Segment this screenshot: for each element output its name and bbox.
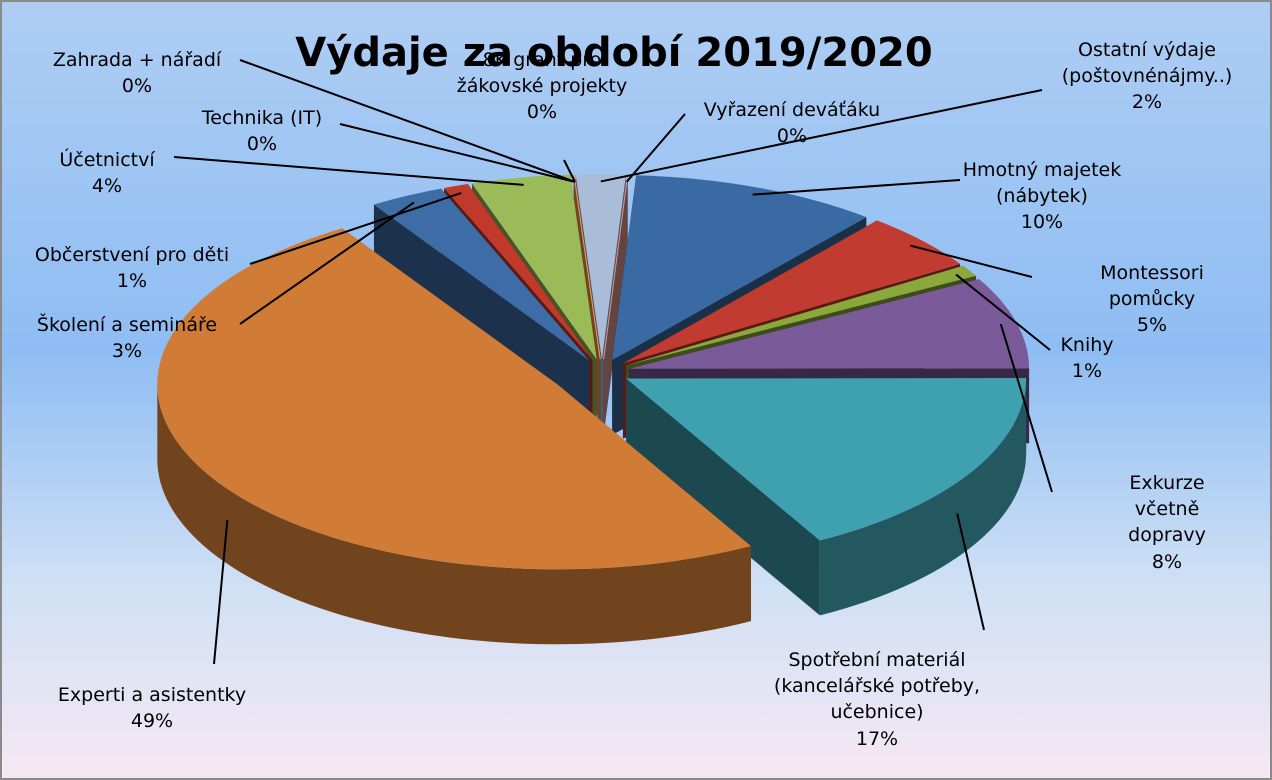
slice-label: Vyřazení deváťáku 0% bbox=[704, 97, 880, 149]
slice-label: Montessori pomůcky 5% bbox=[1093, 260, 1211, 339]
value-label: 49% bbox=[130, 710, 174, 733]
category-label: Experti a asistentky bbox=[57, 684, 247, 706]
leader-line bbox=[625, 113, 686, 183]
leader-line bbox=[213, 520, 229, 665]
value-label: 2% bbox=[1131, 91, 1163, 114]
slice-label: Technika (IT) 0% bbox=[202, 105, 322, 157]
leader-line bbox=[910, 244, 1033, 278]
value-label: 5% bbox=[1136, 314, 1168, 337]
leader-line bbox=[239, 59, 576, 183]
slice bbox=[575, 174, 626, 360]
chart-title: Výdaje za období 2019/2020 bbox=[295, 30, 933, 76]
slice bbox=[444, 184, 593, 360]
slice-wall bbox=[819, 378, 1027, 616]
leader-line bbox=[752, 179, 961, 196]
leader-line bbox=[955, 273, 1051, 351]
slice-label: Občerstvení pro děti 1% bbox=[35, 242, 229, 294]
leader-line bbox=[956, 513, 985, 631]
slice bbox=[157, 228, 752, 570]
slice bbox=[629, 279, 1030, 369]
slice bbox=[612, 175, 867, 360]
value-label: 0% bbox=[246, 133, 278, 156]
leader-line bbox=[563, 159, 576, 183]
slice bbox=[622, 220, 961, 364]
slice bbox=[626, 265, 977, 366]
category-label: Ostatní výdaje (poštovnénájmy..) bbox=[1061, 39, 1233, 88]
slice bbox=[373, 188, 590, 361]
category-label: Montessori pomůcky bbox=[1100, 262, 1204, 311]
slice-label: Spotřební materiál (kancelářské potřeby,… bbox=[774, 647, 980, 752]
leader-line bbox=[999, 323, 1053, 493]
leader-line bbox=[600, 89, 1043, 183]
leader-line bbox=[173, 156, 524, 186]
slice-label: Účetnictví 4% bbox=[59, 147, 154, 199]
category-label: Hmotný majetek (nábytek) bbox=[962, 159, 1122, 208]
category-label: Účetnictví bbox=[59, 149, 155, 171]
leader-line bbox=[249, 191, 462, 265]
value-label: 0% bbox=[121, 75, 153, 98]
slice bbox=[471, 174, 597, 360]
category-label: Občerstvení pro děti bbox=[34, 244, 230, 266]
slice-label: Knihy 1% bbox=[1060, 332, 1113, 384]
slice bbox=[603, 174, 629, 360]
slice-label: 8K grant pro žákovské projekty 0% bbox=[457, 47, 628, 126]
slice-label: Školení a semináře 3% bbox=[37, 312, 217, 364]
slice bbox=[626, 378, 1027, 541]
slice-side bbox=[603, 174, 628, 435]
slice-label: Exkurze včetně dopravy 8% bbox=[1116, 470, 1219, 575]
category-label: Zahrada + nářadí bbox=[52, 49, 222, 71]
leader-line bbox=[339, 123, 576, 183]
slice-label: Experti a asistentky 49% bbox=[58, 682, 246, 734]
category-label: Exkurze včetně dopravy bbox=[1128, 472, 1206, 547]
value-label: 4% bbox=[91, 175, 123, 198]
slice-label: Hmotný majetek (nábytek) 10% bbox=[963, 157, 1121, 236]
value-label: 17% bbox=[855, 727, 899, 750]
value-label: 1% bbox=[116, 270, 148, 293]
category-label: Vyřazení deváťáku bbox=[703, 99, 881, 121]
category-label: Spotřební materiál (kancelářské potřeby,… bbox=[773, 649, 981, 724]
category-label: Knihy bbox=[1060, 334, 1114, 356]
slice-label: Zahrada + nářadí 0% bbox=[53, 47, 221, 99]
slice-wall bbox=[157, 384, 752, 645]
value-label: 1% bbox=[1071, 360, 1103, 383]
slice-side bbox=[626, 378, 820, 616]
category-label: Školení a semináře bbox=[36, 314, 218, 336]
category-label: Technika (IT) bbox=[201, 107, 323, 129]
slice bbox=[573, 174, 601, 360]
value-label: 0% bbox=[526, 101, 558, 124]
slice-label: Ostatní výdaje (poštovnénájmy..) 2% bbox=[1062, 37, 1233, 116]
value-label: 8% bbox=[1151, 550, 1183, 573]
value-label: 10% bbox=[1020, 211, 1064, 234]
category-label: 8K grant pro žákovské projekty bbox=[456, 49, 628, 98]
value-label: 0% bbox=[776, 125, 808, 148]
value-label: 3% bbox=[111, 340, 143, 363]
leader-line bbox=[239, 201, 415, 325]
